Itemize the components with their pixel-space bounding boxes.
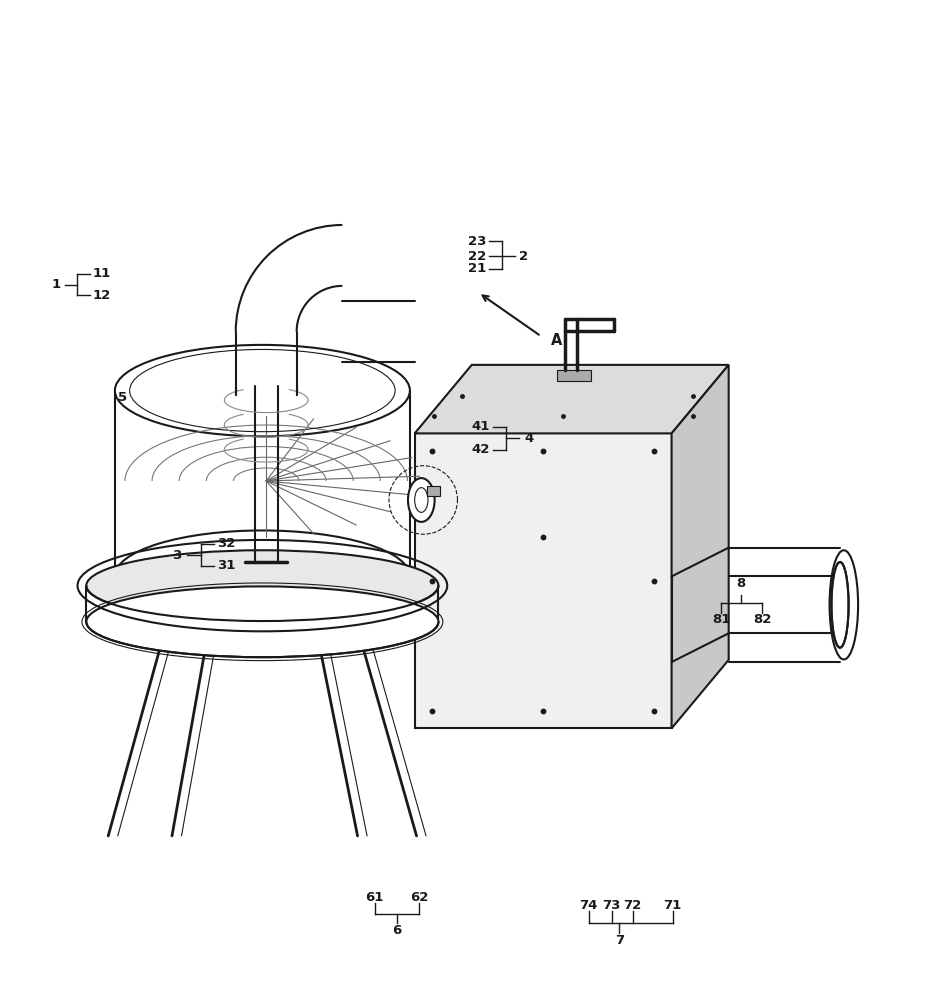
Text: 31: 31 — [216, 559, 235, 572]
Text: 23: 23 — [467, 235, 486, 248]
Polygon shape — [671, 365, 728, 728]
Text: 4: 4 — [524, 432, 533, 445]
Bar — [426, 486, 440, 496]
Text: 72: 72 — [623, 899, 641, 912]
Text: 21: 21 — [467, 262, 486, 275]
Ellipse shape — [830, 562, 847, 648]
Text: 71: 71 — [663, 899, 681, 912]
Text: 81: 81 — [711, 613, 729, 626]
Ellipse shape — [87, 586, 438, 657]
Ellipse shape — [115, 345, 409, 436]
Text: 2: 2 — [519, 250, 528, 263]
Text: A: A — [550, 333, 562, 348]
Text: 6: 6 — [391, 924, 401, 937]
Text: 8: 8 — [736, 577, 744, 590]
Text: 62: 62 — [409, 891, 428, 904]
Text: 32: 32 — [216, 537, 235, 550]
Text: 1: 1 — [51, 278, 60, 291]
Ellipse shape — [87, 550, 438, 621]
Text: 12: 12 — [93, 289, 111, 302]
Polygon shape — [414, 365, 728, 433]
Text: 74: 74 — [579, 899, 597, 912]
Text: 42: 42 — [471, 443, 489, 456]
Text: 22: 22 — [467, 250, 486, 263]
Text: 7: 7 — [614, 934, 624, 947]
Ellipse shape — [115, 530, 409, 622]
Text: 3: 3 — [172, 549, 181, 562]
Bar — [414, 433, 671, 728]
Text: 41: 41 — [471, 420, 489, 433]
Text: 5: 5 — [118, 391, 128, 404]
Text: 73: 73 — [602, 899, 620, 912]
Text: 82: 82 — [752, 613, 770, 626]
Text: 11: 11 — [93, 267, 111, 280]
Ellipse shape — [407, 478, 434, 522]
Bar — [556, 370, 590, 381]
Text: 61: 61 — [366, 891, 384, 904]
